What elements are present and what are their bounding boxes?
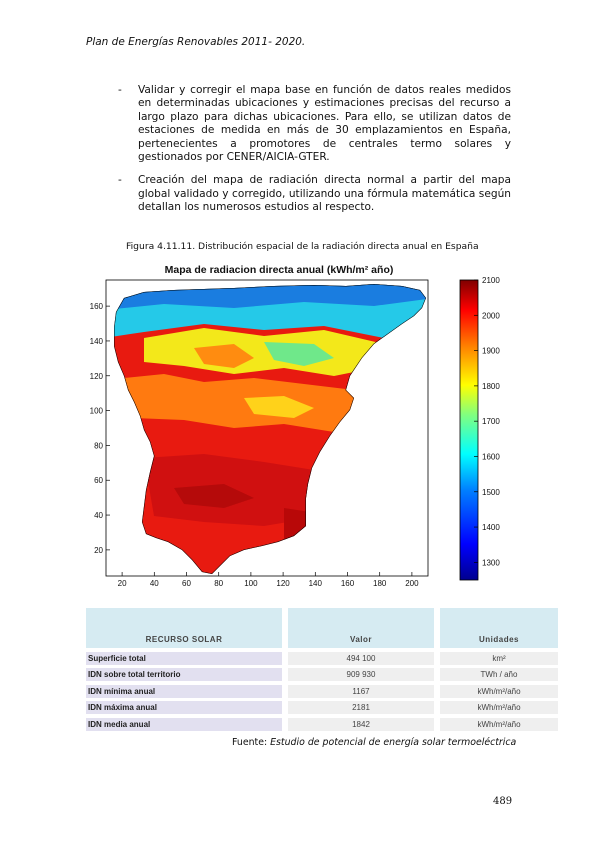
column-header: Unidades — [440, 608, 558, 648]
colorbar-tick-label: 2000 — [482, 311, 500, 320]
spain-radiation-map — [114, 284, 426, 574]
bullet-dash: - — [118, 84, 122, 96]
radiation-map-figure: Mapa de radiacion directa anual (kWh/m² … — [90, 264, 501, 588]
row-unit: TWh / año — [440, 668, 558, 681]
colorbar-ticks: 1300 1400 1500 1600 1700 1800 1900 2000 2100 — [474, 276, 500, 567]
x-tick-label: 160 — [341, 579, 355, 588]
x-tick-label: 40 — [150, 579, 159, 588]
x-axis: 20 40 60 80 100 120 140 160 180 200 — [118, 572, 419, 588]
y-axis: 20 40 60 80 100 120 140 160 — [90, 302, 110, 555]
row-label: IDN mínima anual — [86, 684, 282, 698]
colorbar-tick-label: 1500 — [482, 488, 500, 497]
bullet-text: Validar y corregir el mapa base en funci… — [138, 84, 511, 164]
y-tick-label: 120 — [90, 372, 104, 381]
x-tick-label: 200 — [405, 579, 419, 588]
y-tick-label: 140 — [90, 337, 104, 346]
row-label: IDN máxima anual — [86, 701, 282, 714]
figure-caption: Figura 4.11.11. Distribución espacial de… — [126, 241, 479, 252]
table-row: Superficie total 494 100 km² — [86, 651, 558, 665]
y-tick-label: 100 — [90, 407, 104, 416]
colorbar-tick-label: 2100 — [482, 276, 500, 285]
bullet-item: - Validar y corregir el mapa base en fun… — [118, 84, 511, 164]
row-label: Superficie total — [86, 651, 282, 665]
source-prefix: Fuente: — [232, 737, 271, 748]
x-tick-label: 140 — [309, 579, 323, 588]
x-tick-label: 20 — [118, 579, 127, 588]
running-header: Plan de Energías Renovables 2011- 2020. — [86, 36, 306, 48]
bullet-list: - Validar y corregir el mapa base en fun… — [118, 84, 511, 225]
row-label: IDN sobre total territorio — [86, 668, 282, 681]
colorbar — [459, 279, 479, 581]
solar-resource-table: RECURSO SOLAR Valor Unidades Superficie … — [86, 608, 558, 731]
table-row: IDN máxima anual 2181 kWh/m²/año — [86, 701, 558, 714]
x-tick-label: 180 — [373, 579, 387, 588]
colorbar-tick-label: 1300 — [482, 558, 500, 567]
row-value: 2181 — [288, 701, 434, 714]
bullet-text: Creación del mapa de radiación directa n… — [138, 174, 511, 214]
table-row: IDN mínima anual 1167 kWh/m²/año — [86, 684, 558, 698]
colorbar-tick-label: 1900 — [482, 347, 500, 356]
y-tick-label: 60 — [94, 476, 103, 485]
row-unit: kWh/m²/año — [440, 701, 558, 714]
x-tick-label: 120 — [276, 579, 290, 588]
row-unit: km² — [440, 651, 558, 665]
y-tick-label: 20 — [94, 546, 103, 555]
table-header: RECURSO SOLAR Valor Unidades — [86, 608, 558, 648]
colorbar-tick-label: 1400 — [482, 523, 500, 532]
table-row: IDN sobre total territorio 909 930 TWh /… — [86, 668, 558, 681]
row-value: 1842 — [288, 717, 434, 731]
table-row: IDN media anual 1842 kWh/m²/año — [86, 717, 558, 731]
colorbar-tick-label: 1600 — [482, 452, 500, 461]
column-header: RECURSO SOLAR — [86, 608, 282, 648]
y-tick-label: 160 — [90, 302, 104, 311]
row-value: 494 100 — [288, 651, 434, 665]
x-tick-label: 80 — [214, 579, 223, 588]
row-label: IDN media anual — [86, 717, 282, 731]
page-number: 489 — [493, 796, 513, 807]
bullet-dash: - — [118, 174, 122, 187]
figure-source: Fuente: Estudio de potencial de energía … — [232, 737, 516, 748]
row-value: 909 930 — [288, 668, 434, 681]
colorbar-tick-label: 1700 — [482, 417, 500, 426]
chart-title: Mapa de radiacion directa anual (kWh/m² … — [165, 264, 394, 276]
source-title: Estudio de potencial de energía solar te… — [270, 737, 517, 748]
x-tick-label: 100 — [244, 579, 258, 588]
column-header: Valor — [288, 608, 434, 648]
row-unit: kWh/m²/año — [440, 717, 558, 731]
x-tick-label: 60 — [182, 579, 191, 588]
y-tick-label: 80 — [94, 441, 103, 450]
row-value: 1167 — [288, 684, 434, 698]
y-tick-label: 40 — [94, 511, 103, 520]
colorbar-tick-label: 1800 — [482, 382, 500, 391]
bullet-item: - Creación del mapa de radiación directa… — [118, 174, 511, 214]
row-unit: kWh/m²/año — [440, 684, 558, 698]
